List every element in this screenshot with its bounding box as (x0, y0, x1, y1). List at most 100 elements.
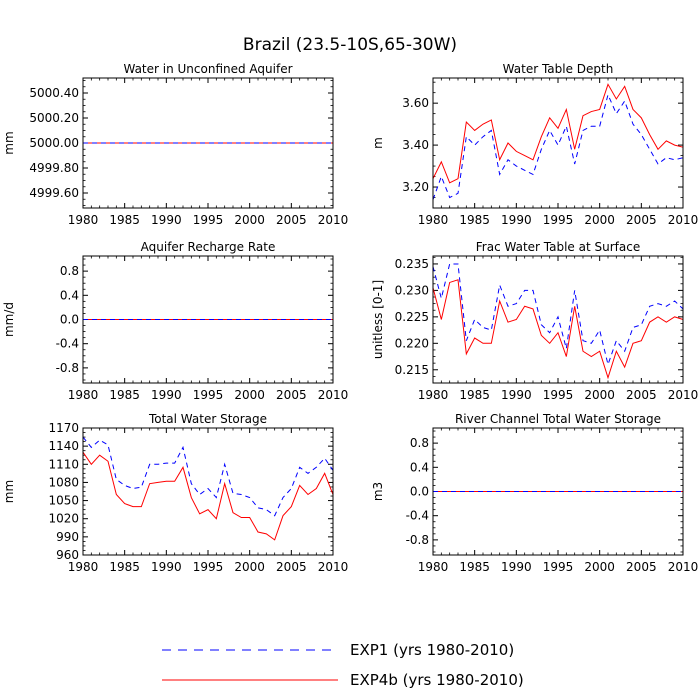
x-tick-label: 1990 (501, 388, 532, 402)
x-tick-label: 1990 (501, 213, 532, 227)
x-tick-label: 1985 (109, 213, 140, 227)
x-tick-label: 1995 (193, 560, 224, 574)
y-axis-label: mm (2, 131, 16, 154)
series-line-exp4b (82, 451, 334, 541)
x-tick-label: 1985 (459, 388, 490, 402)
x-tick-label: 2000 (234, 560, 265, 574)
x-tick-label: 2000 (584, 388, 615, 402)
x-tick-label: 1980 (68, 388, 99, 402)
y-tick-label: 1080 (48, 475, 79, 489)
series-line-exp4b (432, 279, 684, 380)
x-tick-label: 1990 (151, 213, 182, 227)
x-tick-label: 2000 (584, 560, 615, 574)
plot-frame (82, 427, 334, 556)
x-tick-label: 2010 (318, 388, 349, 402)
panel-title: Total Water Storage (148, 412, 267, 426)
x-tick-label: 1980 (68, 560, 99, 574)
y-tick-label: -0.8 (406, 533, 429, 547)
y-tick-label: 5000.00 (29, 136, 79, 150)
y-tick-label: -0.4 (56, 337, 79, 351)
y-tick-label: 3.40 (402, 138, 429, 152)
x-tick-label: 1980 (418, 388, 449, 402)
x-tick-label: 2005 (626, 560, 657, 574)
x-tick-label: 2000 (234, 213, 265, 227)
x-tick-label: 2010 (668, 388, 699, 402)
x-tick-label: 2005 (276, 388, 307, 402)
y-axis-label: m (371, 137, 385, 149)
y-tick-label: 1020 (48, 512, 79, 526)
y-tick-label: 4999.60 (29, 186, 79, 200)
series-line-exp1 (82, 436, 334, 517)
x-tick-label: 1995 (543, 213, 574, 227)
x-tick-label: 2005 (276, 213, 307, 227)
panels: Water in Unconfined Aquifer mm 1980 1985 199… (2, 62, 698, 574)
x-tick-label: 1980 (418, 560, 449, 574)
y-tick-label: 0.230 (395, 283, 429, 297)
y-tick-label: 0.215 (395, 363, 429, 377)
y-tick-label: 0.8 (410, 436, 429, 450)
x-tick-label: 2010 (668, 213, 699, 227)
x-tick-label: 1985 (109, 560, 140, 574)
y-axis-label: unitless [0-1] (371, 280, 385, 359)
panel-title: Water in Unconfined Aquifer (123, 62, 292, 76)
chart-panel-3: Aquifer Recharge Rate mm/d 1980 1985 1990 199… (2, 240, 348, 402)
y-tick-label: 0.4 (410, 460, 429, 474)
x-tick-label: 2005 (626, 388, 657, 402)
x-tick-label: 1985 (459, 560, 490, 574)
chart-panel-5: Total Water Storage mm 1980 1985 1990 1995 200… (2, 412, 348, 574)
y-tick-label: 1170 (48, 421, 79, 435)
chart-panel-4: Frac Water Table at Surface unitless [0-1… (371, 240, 698, 402)
series-line-exp4b (432, 83, 684, 184)
y-tick-label: 1050 (48, 494, 79, 508)
y-axis-label: mm (2, 480, 16, 503)
x-tick-label: 2005 (276, 560, 307, 574)
series-line-exp1 (432, 93, 684, 200)
y-axis-label: m3 (371, 482, 385, 501)
chart-panel-1: Water in Unconfined Aquifer mm 1980 1985 199… (2, 62, 348, 227)
x-tick-label: 1980 (68, 213, 99, 227)
y-axis-label: mm/d (2, 302, 16, 337)
x-tick-label: 1980 (418, 213, 449, 227)
plot-frame (82, 255, 334, 384)
panel-title: River Channel Total Water Storage (455, 412, 661, 426)
legend: EXP1 (yrs 1980-2010) EXP4b (yrs 1980-201… (162, 641, 524, 689)
y-tick-label: -0.4 (406, 509, 429, 523)
x-tick-label: 2000 (234, 388, 265, 402)
y-tick-label: 0.235 (395, 257, 429, 271)
x-tick-label: 1990 (151, 560, 182, 574)
y-tick-label: 1140 (48, 439, 79, 453)
y-tick-label: 0.220 (395, 336, 429, 350)
plot-frame (82, 77, 334, 209)
y-tick-label: -0.8 (56, 361, 79, 375)
x-tick-label: 2010 (318, 213, 349, 227)
y-tick-label: 4999.80 (29, 161, 79, 175)
x-tick-label: 2000 (584, 213, 615, 227)
x-tick-label: 1985 (109, 388, 140, 402)
x-tick-label: 1995 (543, 560, 574, 574)
y-tick-label: 960 (56, 548, 79, 562)
x-tick-label: 1990 (151, 388, 182, 402)
legend-label-exp4b: EXP4b (yrs 1980-2010) (350, 671, 524, 689)
x-tick-label: 1990 (501, 560, 532, 574)
x-tick-label: 1985 (459, 213, 490, 227)
y-tick-label: 0.4 (60, 288, 79, 302)
y-tick-label: 1110 (48, 457, 79, 471)
chart-panel-6: River Channel Total Water Storage m3 1980 1… (371, 412, 698, 574)
x-tick-label: 1995 (193, 388, 224, 402)
x-tick-label: 2005 (626, 213, 657, 227)
y-tick-label: 0.225 (395, 310, 429, 324)
y-tick-label: 3.60 (402, 96, 429, 110)
y-tick-label: 0.0 (410, 485, 429, 499)
figure-title: Brazil (23.5-10S,65-30W) (243, 35, 457, 55)
panel-title: Water Table Depth (503, 62, 614, 76)
plot-frame (432, 255, 684, 384)
x-tick-label: 1995 (193, 213, 224, 227)
y-tick-label: 0.8 (60, 264, 79, 278)
y-tick-label: 5000.20 (29, 111, 79, 125)
y-tick-label: 3.20 (402, 180, 429, 194)
legend-label-exp1: EXP1 (yrs 1980-2010) (350, 641, 514, 659)
panel-title: Aquifer Recharge Rate (141, 240, 276, 254)
x-tick-label: 2010 (668, 560, 699, 574)
y-tick-label: 990 (56, 530, 79, 544)
